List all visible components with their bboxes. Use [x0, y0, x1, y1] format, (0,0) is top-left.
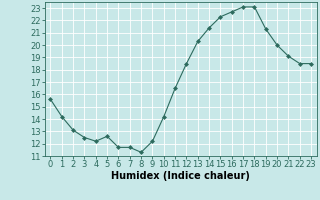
- X-axis label: Humidex (Indice chaleur): Humidex (Indice chaleur): [111, 171, 250, 181]
